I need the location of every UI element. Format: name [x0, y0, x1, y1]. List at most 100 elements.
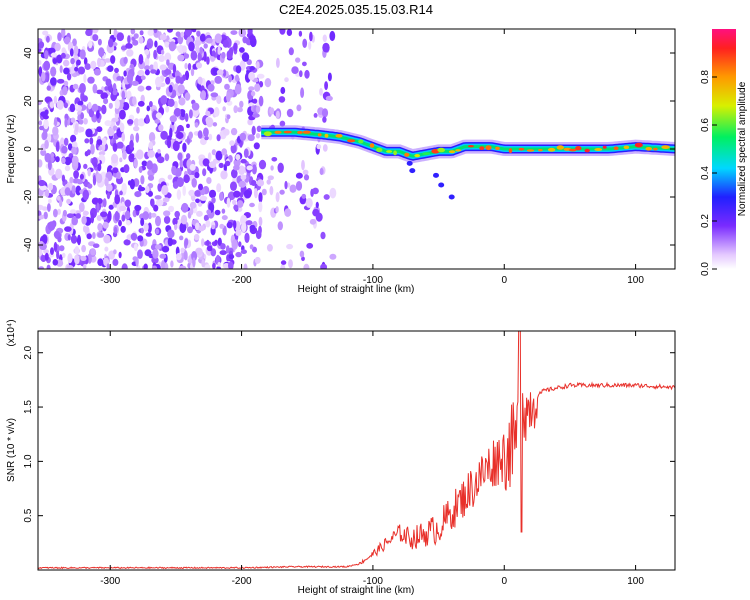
spectrogram-noise-blob	[236, 200, 244, 208]
spectrogram-noise-blob	[230, 30, 238, 35]
spectrogram-noise-blob	[275, 110, 280, 120]
spectrogram-noise-blob	[251, 164, 257, 175]
spectrogram-noise-blob	[329, 253, 337, 260]
spectrogram-noise-blob	[319, 88, 323, 96]
spectrogram-noise-blob	[59, 245, 65, 252]
spectrogram-noise-blob	[208, 133, 213, 141]
spectrogram-noise-blob	[201, 238, 205, 247]
signal-peak	[376, 147, 383, 153]
spectrogram-noise-blob	[66, 198, 71, 205]
spectrogram-noise-blob	[118, 205, 127, 211]
spectrogram-noise-blob	[133, 158, 138, 169]
spectrogram-noise-blob	[150, 69, 157, 74]
spectrogram-noise-blob	[137, 249, 143, 259]
spectrogram-noise-blob	[203, 43, 208, 49]
spectrogram-noise-blob	[57, 32, 62, 42]
signal-peak	[485, 145, 492, 151]
spectrogram-noise-blob	[207, 83, 215, 92]
spectrogram-noise-blob	[147, 150, 155, 158]
spectrogram-noise-blob	[269, 107, 275, 115]
spectrogram-noise-blob	[184, 238, 189, 246]
spectrogram-noise-blob	[187, 226, 193, 234]
spectrogram-noise-blob	[92, 243, 100, 248]
signal-tail	[433, 172, 439, 178]
spectrogram-noise-blob	[159, 33, 167, 41]
spectrogram-noise-blob	[211, 224, 216, 230]
spectrogram-noise-blob	[214, 33, 222, 44]
spectrogram-noise-blob	[320, 263, 328, 269]
spectrogram-noise-blob	[136, 106, 140, 114]
snr-frame	[37, 330, 676, 571]
spectrogram-noise-blob	[182, 142, 187, 153]
spectrogram-noise-blob	[47, 221, 56, 231]
spectrogram-noise-blob	[61, 29, 66, 39]
spectrogram-noise-blob	[123, 70, 127, 77]
spectrogram-noise-blob	[190, 68, 195, 77]
signal-peak	[468, 145, 474, 148]
spectrogram-noise-blob	[299, 250, 305, 258]
spectrogram-noise-blob	[122, 102, 130, 111]
spectrogram-noise-blob	[278, 96, 286, 103]
signal-peak	[547, 147, 556, 152]
spectrogram-noise-blob	[106, 192, 111, 200]
spectrogram-noise-blob	[224, 83, 230, 90]
spectrogram-noise-blob	[169, 127, 173, 139]
spectrogram-noise-blob	[108, 204, 114, 210]
spectrogram-noise-blob	[108, 102, 113, 109]
spectrogram-noise-blob	[67, 253, 73, 264]
spectrogram-noise-blob	[211, 197, 216, 204]
snr-y-scale-label: (x10⁴)	[6, 319, 17, 346]
spectrogram-noise-blob	[178, 265, 187, 269]
spectrogram-noise-blob	[252, 246, 257, 253]
spectrogram-noise-blob	[199, 33, 206, 42]
spectrogram-noise-blob	[236, 107, 243, 113]
spectrogram-noise-blob	[61, 157, 66, 164]
spectrogram-noise-blob	[98, 146, 103, 151]
signal-peak	[594, 148, 603, 151]
spectrogram-noise-blob	[137, 235, 144, 242]
spectrogram-noise-blob	[183, 53, 190, 59]
spectrogram-noise-blob	[175, 31, 181, 37]
signal-peak	[508, 148, 513, 154]
spectrogram-noise-blob	[279, 189, 285, 195]
spectrogram-noise-blob	[116, 76, 123, 81]
spectrogram-noise-blob	[196, 30, 201, 37]
spectrogram-noise-blob	[146, 42, 152, 49]
spectrogram-noise-blob	[97, 57, 101, 68]
x-tick-label: -200	[232, 576, 252, 587]
spectrogram-noise-blob	[72, 83, 79, 90]
spectrogram-noise-blob	[56, 195, 61, 201]
spectrogram-noise-blob	[50, 247, 54, 256]
signal-peak	[335, 134, 343, 138]
spectrogram-noise-blob	[61, 145, 68, 154]
spectrogram-noise-blob	[46, 35, 50, 43]
spectrogram-noise-blob	[248, 86, 255, 91]
spectrogram-noise-blob	[165, 105, 170, 113]
spectrogram-noise-blob	[132, 256, 138, 262]
spectrogram-noise-blob	[235, 154, 241, 161]
spectrogram-noise-blob	[291, 66, 299, 74]
spectrogram-noise-blob	[118, 219, 122, 227]
spectrogram-noise-blob	[113, 249, 117, 255]
spectrogram-noise-blob	[206, 245, 213, 252]
spectrogram-noise-blob	[198, 183, 203, 191]
signal-peak	[518, 147, 525, 151]
spectrogram-noise-blob	[151, 198, 155, 208]
spectrogram-noise-blob	[88, 40, 93, 49]
spectrogram-noise-blob	[69, 103, 76, 113]
spectrogram-noise-blob	[137, 85, 145, 92]
spectrogram-noise-blob	[96, 202, 100, 213]
spectrogram-noise-blob	[176, 45, 181, 51]
spectrogram-noise-blob	[192, 257, 196, 268]
spectrogram-noise-blob	[235, 251, 242, 258]
spectrogram-noise-blob	[189, 207, 194, 216]
spectrogram-noise-blob	[163, 215, 171, 224]
spectrogram-noise-blob	[123, 239, 131, 246]
signal-peak	[317, 133, 322, 137]
spectrogram-noise-blob	[214, 209, 221, 216]
spectrogram-noise-blob	[140, 217, 145, 227]
spectrogram-noise-blob	[139, 30, 144, 36]
spectrogram-noise-blob	[171, 165, 177, 175]
spectrogram-noise-blob	[233, 204, 239, 211]
